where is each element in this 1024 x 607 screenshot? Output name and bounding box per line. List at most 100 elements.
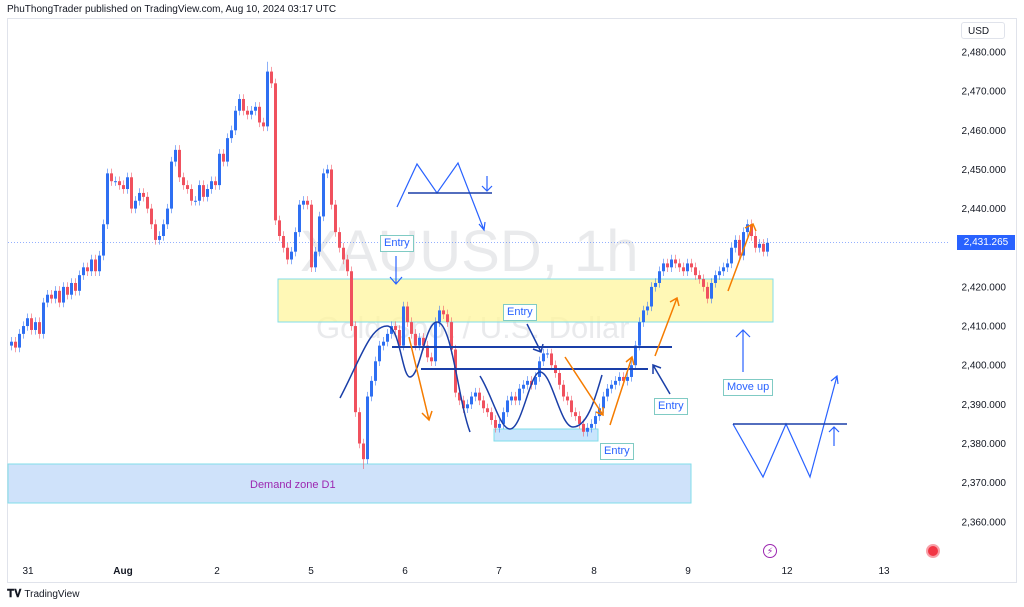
candle-body (534, 376, 537, 385)
candle (510, 391, 513, 406)
x-tick: 31 (22, 566, 34, 577)
candle (726, 258, 729, 273)
candle (58, 286, 61, 308)
candle-body (310, 204, 313, 268)
candle-body (650, 286, 653, 307)
candle (506, 395, 509, 417)
candle (710, 278, 713, 304)
candle (362, 438, 365, 469)
candle (42, 297, 45, 339)
candle (762, 239, 765, 257)
bottom-range-box[interactable] (493, 428, 599, 442)
candle (410, 317, 413, 339)
candle-body (690, 263, 693, 268)
wave-curve-2[interactable] (479, 371, 603, 430)
candle (118, 176, 121, 190)
candle (330, 164, 333, 210)
candle-body (594, 416, 597, 424)
candle-body (570, 400, 573, 413)
candle-body (282, 236, 285, 248)
candle-body (666, 263, 669, 268)
candle (30, 313, 33, 335)
orange-arrow-up-2[interactable] (654, 296, 680, 357)
candle (146, 192, 149, 214)
candle (166, 203, 169, 229)
entry-arrow-1[interactable] (389, 256, 403, 285)
candle-body (742, 232, 745, 256)
us-flag-icon[interactable] (926, 544, 940, 558)
tradingview-logo-icon: 𝐓𝐕 (7, 588, 22, 600)
candle (402, 301, 405, 351)
orange-arrow-up-1[interactable] (609, 355, 635, 426)
entry-label-2[interactable]: Entry (503, 304, 537, 321)
candle-body (18, 333, 21, 348)
candle (466, 399, 469, 413)
candle-body (478, 392, 481, 401)
candle-body (194, 200, 197, 202)
orange-arrow-down-2[interactable] (564, 356, 604, 417)
candle-body (754, 236, 757, 248)
candle-body (138, 192, 141, 201)
currency-selector[interactable]: USD (961, 22, 1005, 39)
wave-curve-1[interactable] (339, 321, 471, 433)
x-tick: 6 (402, 566, 408, 577)
entry-label-1[interactable]: Entry (380, 235, 414, 252)
chart-frame (7, 18, 1017, 583)
price-tick-label: 2,420.000 (962, 282, 1007, 293)
candle (494, 415, 497, 433)
double-top-pattern[interactable] (396, 161, 486, 232)
candle-body (198, 185, 201, 201)
price-tick-label: 2,410.000 (962, 322, 1007, 333)
candle-body (686, 263, 689, 272)
candle (106, 168, 109, 229)
candle-body (258, 106, 261, 123)
candle-body (582, 423, 585, 432)
candle (434, 317, 437, 366)
candle-body (418, 337, 421, 346)
candle (150, 203, 153, 229)
orange-arrow-down-1[interactable] (408, 336, 433, 422)
candle (678, 258, 681, 273)
candle-body (738, 239, 741, 256)
price-axis[interactable]: 2,480.000 2,470.000 2,460.000 2,450.000 2,44… (962, 48, 1007, 529)
candle (110, 168, 113, 186)
candle-body (346, 259, 349, 272)
candle-body (218, 153, 221, 186)
candle-body (414, 333, 417, 346)
candle (658, 266, 661, 288)
candle (274, 78, 277, 226)
candle (738, 235, 741, 261)
candle (570, 395, 573, 417)
candle-body (242, 98, 245, 111)
move-up-arrow[interactable] (735, 329, 751, 372)
move-up-label[interactable]: Move up (723, 379, 774, 396)
candle-body (62, 286, 65, 303)
candle-body (86, 267, 89, 272)
lightning-icon[interactable]: ⚡︎ (763, 544, 777, 558)
candle-body (462, 400, 465, 409)
candle-body (490, 412, 493, 421)
candle (334, 199, 337, 237)
orange-arrow-up-3[interactable] (727, 222, 757, 292)
candle (374, 356, 377, 386)
candle-body (66, 286, 69, 295)
candle-body (266, 71, 269, 127)
entry-label-4[interactable]: Entry (600, 443, 634, 460)
candle-body (758, 243, 761, 248)
entry-arrow-3[interactable] (652, 363, 671, 395)
entry-arrow-2[interactable] (526, 323, 544, 353)
candle (758, 239, 761, 253)
tradingview-footer[interactable]: 𝐓𝐕 TradingView (7, 588, 79, 601)
candle (302, 196, 305, 210)
entry-label-3[interactable]: Entry (654, 398, 688, 415)
demand-zone-d1[interactable] (7, 463, 692, 504)
candle-body (250, 110, 253, 115)
candle-body (254, 106, 257, 111)
candle-body (162, 224, 165, 237)
candle-body (766, 242, 769, 252)
candle-body (722, 267, 725, 272)
candle (98, 250, 101, 276)
candle (702, 274, 705, 292)
candle (246, 106, 249, 120)
